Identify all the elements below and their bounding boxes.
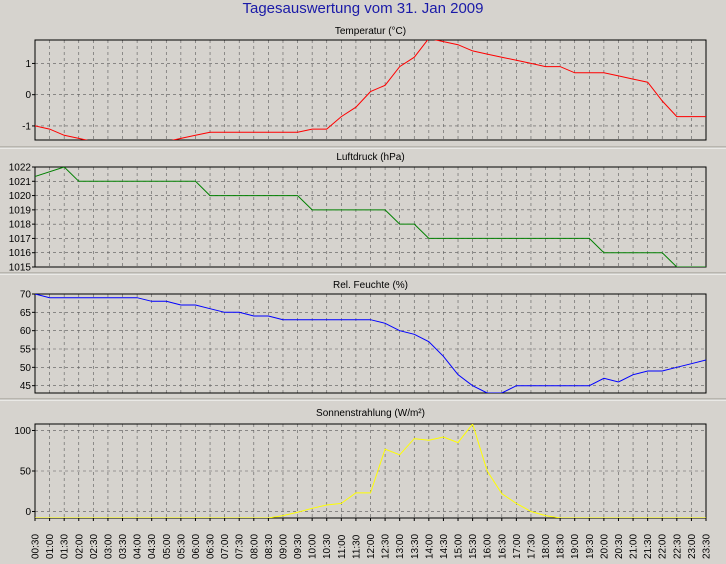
x-tick-label: 13:00 [395,534,406,559]
x-tick-label: 22:00 [658,534,669,559]
x-tick-label: 21:30 [643,534,654,559]
chart-panel-2: Rel. Feuchte (%) 45 50 55 60 65 70 [0,280,726,401]
x-tick-label: 02:00 [74,534,85,559]
x-tick-label: 23:00 [687,534,698,559]
x-tick-label: 08:00 [249,534,260,559]
x-tick-label: 19:00 [570,534,581,559]
x-tick-label: 04:00 [133,534,144,559]
x-tick-label: 15:00 [454,534,465,559]
y-tick-label: 45 [20,381,32,392]
y-tick-label: 1021 [9,177,32,188]
x-tick-label: 19:30 [585,534,596,559]
x-tick-label: 14:30 [439,534,450,559]
x-tick-label: 06:30 [206,534,217,559]
x-tick-label: 09:30 [293,534,304,559]
series-line-0 [35,167,706,267]
y-tick-label: 65 [20,308,32,319]
x-tick-label: 08:30 [264,534,275,559]
y-tick-label: -1 [22,121,31,132]
x-tick-label: 05:00 [162,534,173,559]
page-title: Tagesauswertung vom 31. Jan 2009 [242,0,484,17]
y-tick-label: 1018 [9,220,32,231]
x-tick-label: 10:30 [322,534,333,559]
y-tick-label: 55 [20,345,32,356]
x-tick-label: 16:00 [483,534,494,559]
y-tick-label: 1020 [9,191,32,202]
x-tick-label: 20:00 [599,534,610,559]
x-tick-label: 02:30 [89,534,100,559]
x-tick-label: 14:00 [424,534,435,559]
x-tick-label: 17:00 [512,534,523,559]
y-tick-label: 1022 [9,163,32,174]
x-tick-label: 00:30 [31,534,42,559]
y-tick-label: 60 [20,326,32,337]
chart-panel-1: Luftdruck (hPa) 1015 1016 1017 1018 1019 1020 1… [0,152,726,275]
x-tick-label: 11:30 [351,534,362,559]
chart-panel-3: Sonnenstrahlung (W/m²) 0 50 100 [14,408,707,519]
x-tick-label: 10:00 [308,534,319,559]
panel-title: Rel. Feuchte (%) [333,280,408,291]
plot-frame [34,166,707,268]
y-tick-label: 70 [20,290,32,301]
series-line-0 [35,424,706,518]
x-tick-label: 03:00 [103,534,114,559]
x-tick-label: 15:30 [468,534,479,559]
x-tick-label: 06:00 [191,534,202,559]
y-tick-label: 0 [25,507,31,518]
x-tick-label: 23:30 [702,534,713,559]
y-tick-label: 100 [14,426,31,437]
panel-title: Temperatur (°C) [335,26,406,37]
y-tick-label: 1017 [9,234,32,245]
x-tick-label: 01:00 [45,534,56,559]
plot-frame [34,293,707,394]
x-tick-label: 04:30 [147,534,158,559]
x-tick-label: 16:30 [497,534,508,559]
y-tick-label: 0 [25,90,31,101]
x-axis: 00:30 01:00 01:30 02:00 02:30 03:00 03:30 04:00… [31,518,713,559]
x-tick-label: 22:30 [672,534,683,559]
y-tick-label: 1 [25,59,31,70]
x-tick-label: 05:30 [176,534,187,559]
x-tick-label: 09:00 [278,534,289,559]
x-tick-label: 12:00 [366,534,377,559]
series-line-0 [35,40,706,140]
y-tick-label: 1016 [9,248,32,259]
x-tick-label: 18:30 [556,534,567,559]
x-tick-label: 21:00 [629,534,640,559]
x-tick-label: 07:30 [235,534,246,559]
x-tick-label: 12:30 [381,534,392,559]
series-line-0 [35,294,706,393]
x-tick-label: 18:00 [541,534,552,559]
x-tick-label: 11:00 [337,534,348,559]
panel-title: Sonnenstrahlung (W/m²) [316,408,425,419]
x-tick-label: 01:30 [60,534,71,559]
y-tick-label: 1015 [9,263,32,274]
chart-panel-0: Temperatur (°C) -1 0 1 [0,26,726,149]
y-tick-label: 50 [20,467,32,478]
x-tick-label: 13:30 [410,534,421,559]
x-tick-label: 20:30 [614,534,625,559]
y-tick-label: 50 [20,363,32,374]
y-tick-label: 1019 [9,205,32,216]
plot-frame [34,39,707,141]
panel-title: Luftdruck (hPa) [336,152,404,163]
x-tick-label: 17:30 [526,534,537,559]
x-tick-label: 03:30 [118,534,129,559]
x-tick-label: 07:00 [220,534,231,559]
